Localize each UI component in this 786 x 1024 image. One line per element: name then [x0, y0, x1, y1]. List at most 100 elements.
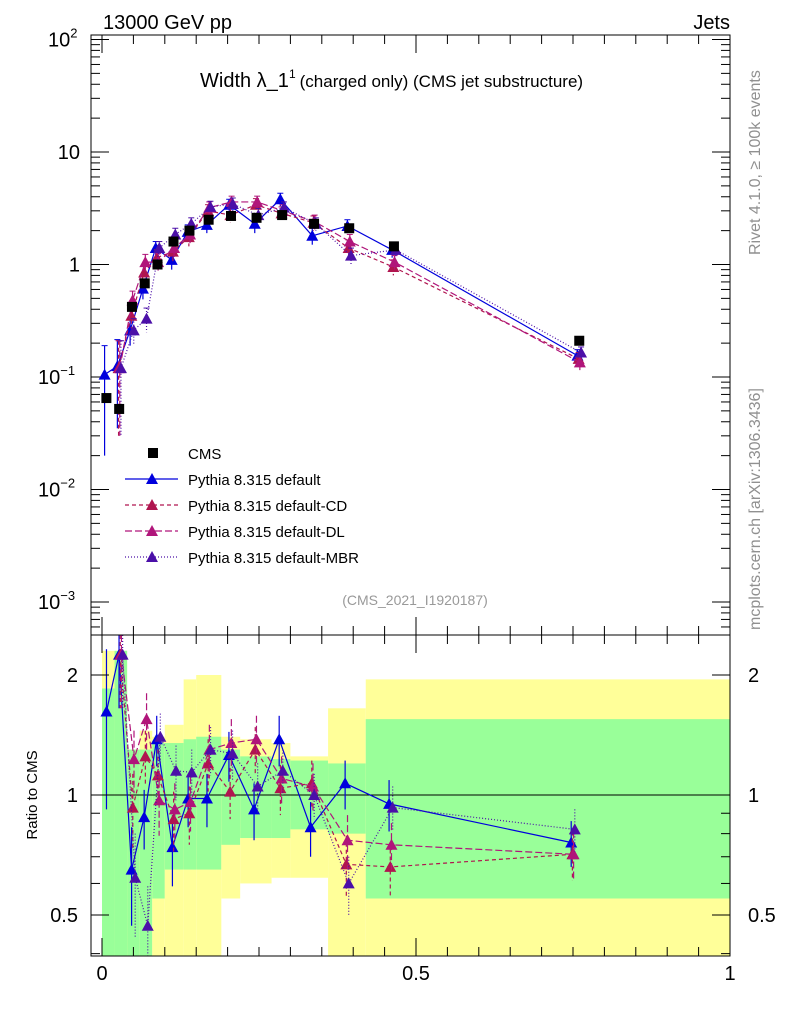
legend-marker-cms — [148, 448, 158, 458]
main-y-tick-labels: 10−3 10−2 10−1 1 10 102 — [38, 26, 80, 615]
legend-marker — [146, 551, 158, 562]
ratio-point — [384, 860, 397, 872]
ratio-point — [126, 801, 139, 813]
cms-data-point — [251, 212, 262, 223]
ratio-point — [141, 919, 154, 931]
ratio-point — [276, 764, 289, 776]
cms-data-point — [152, 259, 163, 270]
ratio-point — [225, 737, 238, 749]
ratio-y-tick-label-right: 1 — [748, 785, 759, 807]
ratio-point — [251, 780, 264, 792]
ratio-x-tick-labels: 0 0.5 1 — [96, 963, 735, 985]
plot-title-main: Width λ_1 — [200, 70, 289, 92]
ratio-point — [249, 743, 262, 755]
main-y-tick-label: 102 — [48, 26, 77, 52]
ratio-point — [138, 811, 151, 823]
main-frame — [90, 34, 731, 636]
main-series — [98, 192, 588, 456]
main-y-tick-label: 1 — [69, 255, 80, 277]
main-y-tick-label: 10 — [58, 142, 80, 164]
series-point — [388, 256, 401, 268]
cms-data-point — [114, 403, 125, 414]
series-point — [114, 362, 127, 374]
ratio-point — [565, 836, 578, 848]
ratio-point — [274, 782, 287, 794]
series-point — [125, 309, 138, 321]
ratio-uncertainty-bands — [102, 650, 730, 956]
ratio-point — [185, 766, 198, 778]
series-point — [248, 217, 261, 229]
ratio-point — [128, 753, 140, 765]
ratio-point — [568, 823, 581, 835]
series-point — [575, 346, 588, 358]
legend-label-cms: CMS — [188, 446, 221, 463]
cms-data-point — [344, 223, 355, 234]
ratio-x-tick-label: 1 — [724, 963, 735, 985]
legend-label: Pythia 8.315 default-MBR — [188, 550, 359, 567]
cms-data-point — [101, 393, 112, 404]
side-label-top: Rivet 4.1.0, ≥ 100k events — [747, 70, 764, 255]
ratio-y-tick-label-right: 0.5 — [748, 905, 776, 927]
ratio-point — [166, 841, 179, 853]
cms-data-point — [184, 225, 195, 236]
ratio-point — [100, 705, 113, 717]
ratio-point — [339, 777, 352, 789]
band-inner — [102, 688, 115, 956]
ratio-point — [151, 769, 164, 781]
cms-data-point — [203, 214, 214, 225]
ratio-y-tick-label-left: 1 — [67, 785, 78, 807]
ratio-ticks — [91, 635, 731, 956]
series-point — [204, 200, 217, 212]
ratio-x-tick-label: 0 — [96, 963, 107, 985]
ratio-point — [170, 764, 183, 776]
ratio-point — [129, 871, 142, 883]
ratio-point — [226, 747, 239, 759]
cms-data-point — [139, 278, 150, 289]
series-point — [153, 242, 166, 254]
series-point — [165, 253, 178, 265]
cms-data-points — [101, 210, 585, 414]
ratio-point — [139, 750, 152, 762]
cms-data-point — [277, 210, 288, 221]
ratio-y-tick-label-left: 2 — [67, 665, 78, 687]
plot-title-sup: 1 — [289, 67, 296, 81]
band-inner — [152, 743, 165, 899]
ratio-y-tick-label-left: 0.5 — [50, 905, 78, 927]
legend-label: Pythia 8.315 default-CD — [188, 498, 347, 515]
ratio-point — [224, 785, 237, 797]
series-point — [139, 256, 152, 268]
series-pythia-8-315-default — [98, 192, 584, 456]
series-point — [168, 242, 181, 254]
ratio-point — [250, 733, 263, 745]
series-point — [573, 356, 586, 368]
ratio-point — [304, 821, 317, 833]
ratio-point — [567, 848, 580, 860]
series-point — [127, 324, 140, 336]
ratio-point — [308, 789, 321, 800]
ratio-series-line — [120, 654, 574, 855]
ratio-point — [273, 733, 286, 745]
analysis-id: (CMS_2021_I1920187) — [342, 592, 488, 608]
ratio-point — [184, 796, 197, 808]
main-ticks — [91, 35, 731, 635]
ratio-x-tick-label: 0.5 — [402, 963, 430, 985]
band-inner — [240, 756, 272, 839]
ratio-point — [306, 780, 319, 792]
energy-label: 13000 GeV pp — [103, 12, 232, 34]
main-y-tick-label: 10−3 — [38, 588, 75, 614]
series-point — [306, 229, 319, 241]
series-point — [226, 197, 239, 209]
plot-title: Width λ_11 (charged only) (CMS jet substr… — [200, 67, 583, 92]
ratio-point — [200, 792, 213, 804]
ratio-point — [341, 834, 354, 846]
series-point — [251, 195, 264, 207]
series-point — [140, 312, 153, 324]
ratio-point — [385, 838, 398, 850]
legend-marker — [146, 473, 158, 484]
ratio-point — [125, 863, 138, 875]
cms-data-point — [388, 241, 399, 252]
cms-data-point — [168, 236, 179, 247]
ratio-panel: 0.5 0.51 12 2 0 0.5 1 Ratio to CMS — [24, 634, 776, 985]
ratio-y-tick-label-right: 2 — [748, 665, 759, 687]
